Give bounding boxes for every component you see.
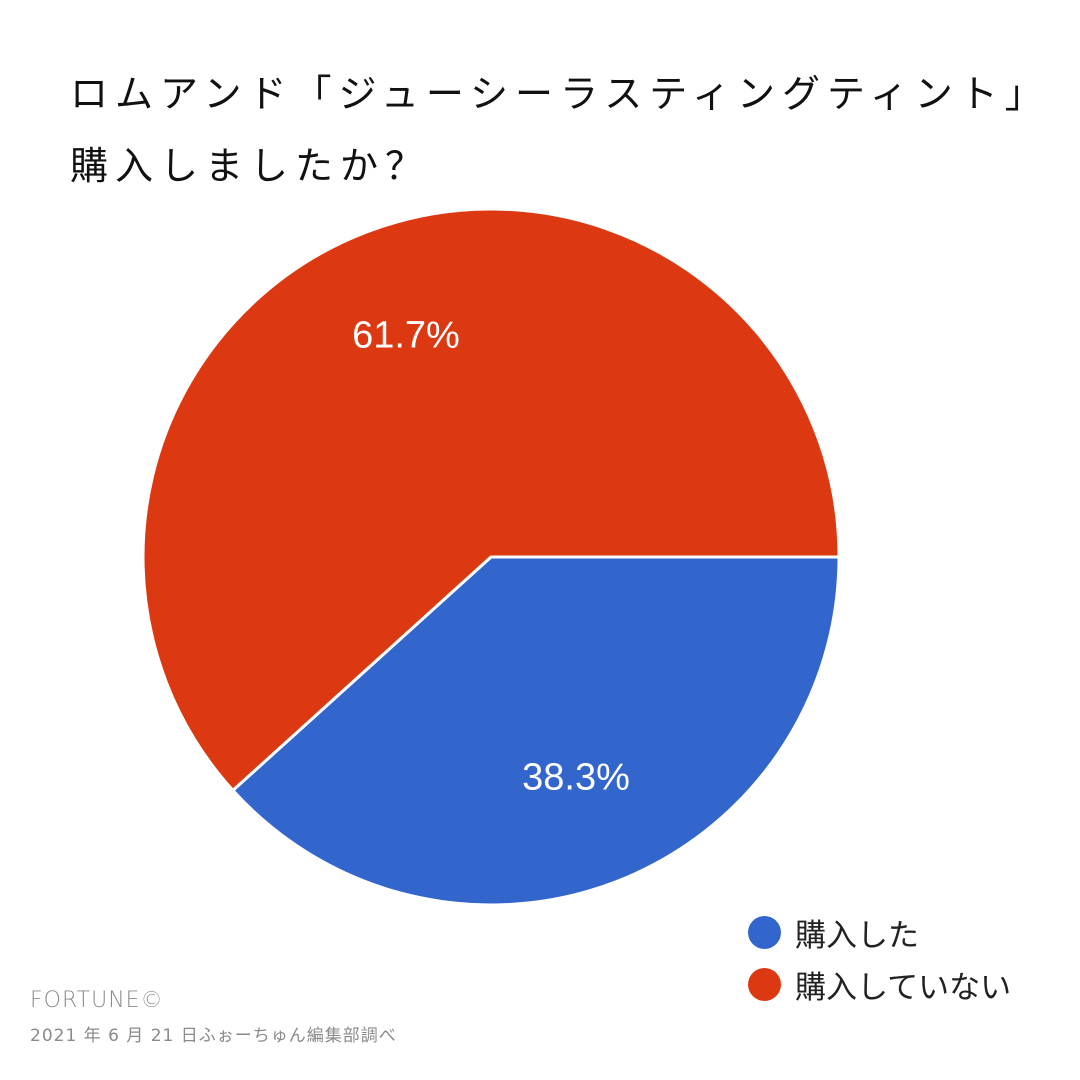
legend-item-not-purchased: 購入していない — [748, 958, 1011, 1010]
chart-title-line-2: 購入しましたか？ — [70, 144, 431, 188]
chart-title-line-1: ロムアンド「ジューシーラスティングティント」 — [70, 72, 1050, 116]
credit-brand: FORTUNE© — [30, 988, 164, 1013]
slice-purchased — [231, 555, 841, 907]
slice-label-not-purchased: 61.7% — [352, 314, 460, 357]
credit: FORTUNE© 2021 年 6 月 21 日ふぉーちゅん編集部調べ — [30, 988, 397, 1046]
legend-dot-icon — [748, 967, 781, 1001]
legend-dot-icon — [748, 915, 781, 949]
chart-title: ロムアンド「ジューシーラスティングティント」 購入しましたか？ — [70, 58, 1060, 202]
credit-note: 2021 年 6 月 21 日ふぉーちゅん編集部調べ — [30, 1026, 397, 1046]
slice-not-purchased — [141, 207, 841, 792]
legend-label: 購入した — [795, 917, 919, 954]
legend-label: 購入していない — [795, 969, 1012, 1006]
legend-item-purchased: 購入した — [748, 906, 1011, 958]
legend: 購入した 購入していない — [748, 906, 1011, 1010]
slice-label-purchased: 38.3% — [522, 756, 630, 799]
